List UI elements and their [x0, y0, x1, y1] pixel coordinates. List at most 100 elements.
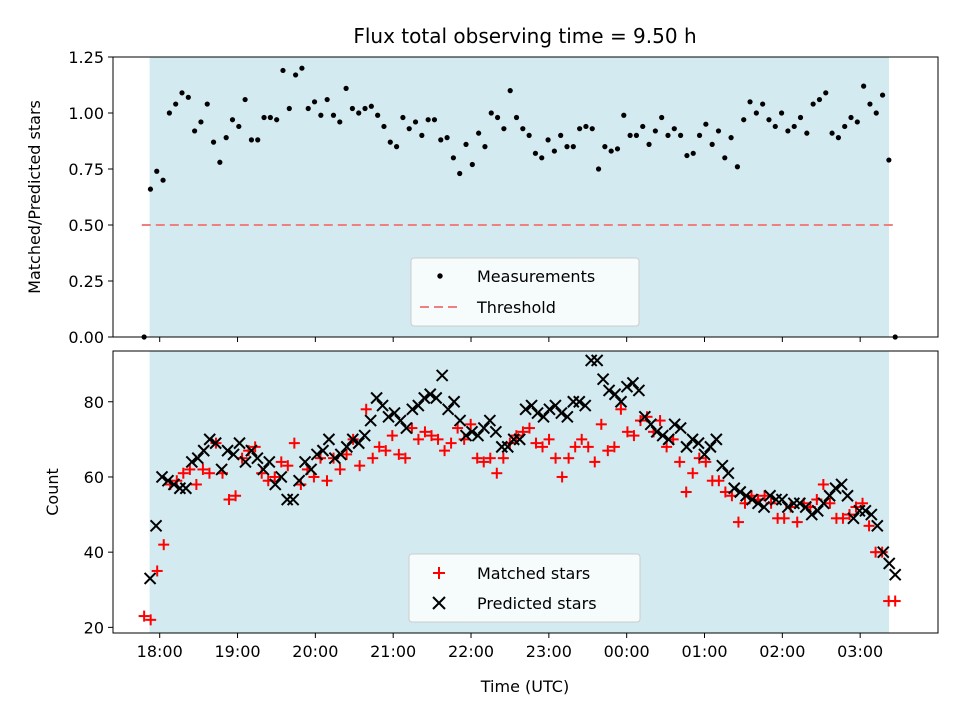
matched-star-point	[719, 486, 731, 498]
predicted-star-point	[233, 436, 246, 450]
measurement-point	[154, 168, 160, 174]
y-tick-label: 20	[84, 618, 104, 637]
matched-star-point	[621, 426, 633, 438]
measurement-point	[570, 144, 576, 150]
predicted-star-point	[304, 463, 318, 476]
predicted-star-point	[573, 395, 586, 408]
predicted-star-point	[316, 444, 330, 457]
predicted-star-point	[847, 512, 860, 525]
matched-star-point	[425, 430, 437, 442]
measurement-point	[741, 117, 747, 123]
x-tick-label: 20:00	[292, 642, 338, 661]
bottom-legend-box	[408, 553, 641, 623]
predicted-star-point	[334, 448, 348, 461]
top-legend: Measurements Threshold	[410, 257, 640, 327]
measurement-point	[311, 99, 318, 105]
measurement-point	[229, 117, 236, 123]
measurement-points	[141, 65, 898, 340]
legend-matched-label: Matched stars	[477, 564, 590, 583]
matched-star-point	[700, 456, 712, 468]
matched-star-point	[550, 452, 562, 464]
matched-star-point	[151, 565, 163, 577]
predicted-star-point	[263, 455, 276, 469]
predicted-star-point	[781, 500, 795, 514]
predicted-star-point	[435, 369, 449, 382]
measurement-point	[274, 117, 280, 123]
predicted-star-point	[286, 493, 300, 506]
measurement-point	[406, 126, 412, 132]
measurement-point	[709, 141, 715, 147]
bottom-ylabel: Count	[43, 468, 62, 516]
top-panel: 0.00 0.25 0.50 0.75 1.00 1.25 Matched/Predict…	[25, 48, 939, 347]
measurement-point	[633, 132, 640, 138]
legend-measurements-label: Measurements	[477, 267, 595, 286]
measurement-point	[299, 65, 305, 71]
top-ylabel: Matched/Predicted stars	[25, 100, 44, 294]
measurement-point	[715, 128, 722, 134]
predicted-star-point	[447, 395, 461, 408]
matched-star-point	[406, 422, 418, 434]
predicted-star-point	[376, 399, 389, 412]
matched-star-point	[203, 467, 215, 479]
predicted-star-point	[763, 489, 777, 502]
matched-star-point	[360, 403, 372, 415]
measurement-point	[362, 105, 368, 112]
legend-predicted-marker	[432, 596, 446, 610]
matched-star-point	[589, 456, 601, 468]
measurement-point	[823, 90, 829, 96]
measurement-point	[665, 132, 671, 138]
matched-star-point	[556, 471, 568, 483]
predicted-star-point	[346, 433, 359, 446]
measurement-point	[873, 110, 879, 116]
legend-predicted-label: Predicted stars	[477, 594, 597, 613]
measurement-point	[494, 114, 501, 121]
matched-star-point	[452, 422, 464, 434]
matched-star-point	[367, 452, 379, 464]
measurement-point	[476, 130, 482, 136]
measurement-point	[539, 155, 545, 161]
matched-star-point	[295, 478, 307, 490]
matched-star-point	[497, 452, 509, 464]
measurement-point	[842, 123, 848, 130]
predicted-star-point	[602, 384, 616, 397]
matched-star-point	[184, 463, 196, 475]
measurement-point	[431, 117, 438, 123]
measurement-point	[861, 83, 867, 89]
predicted-star-point	[734, 485, 747, 499]
chart-title: Flux total observing time = 9.50 h	[353, 24, 696, 48]
measurement-point	[526, 132, 532, 138]
matched-star-point	[615, 403, 627, 415]
x-tick-label: 03:00	[837, 642, 883, 661]
predicted-star-point	[650, 425, 663, 439]
matched-star-point	[693, 452, 705, 464]
measurement-point	[286, 105, 292, 112]
bottom-panel: 20 40 60 80 18:00 19:00 20:00 21:00 22:00 23:00 0…	[43, 350, 939, 696]
predicted-star-point	[656, 429, 669, 442]
predicted-star-point	[871, 519, 884, 533]
measurement-point	[349, 105, 356, 112]
matched-star-point	[628, 430, 640, 442]
bottom-frame	[112, 350, 939, 634]
matched-star-point	[569, 441, 581, 453]
matched-star-point	[158, 539, 170, 551]
predicted-star-point	[608, 388, 622, 401]
matched-star-point	[138, 610, 150, 622]
measurement-point	[412, 119, 419, 125]
measurement-point	[166, 110, 172, 116]
measurement-point	[520, 126, 526, 132]
predicted-star-point	[191, 451, 204, 465]
measurement-point	[210, 139, 217, 145]
matched-star-point	[197, 463, 209, 475]
predicted-star-point	[561, 410, 574, 424]
measurement-point	[640, 123, 646, 130]
measurement-point	[204, 101, 210, 107]
matched-star-point	[680, 486, 692, 498]
measurement-point	[198, 119, 204, 125]
predicted-star-point	[257, 463, 270, 476]
measurement-point	[444, 135, 450, 141]
matched-star-point	[563, 452, 575, 464]
predicted-star-point	[555, 406, 568, 420]
predicted-star-point	[269, 478, 282, 491]
predicted-star-point	[209, 436, 222, 450]
